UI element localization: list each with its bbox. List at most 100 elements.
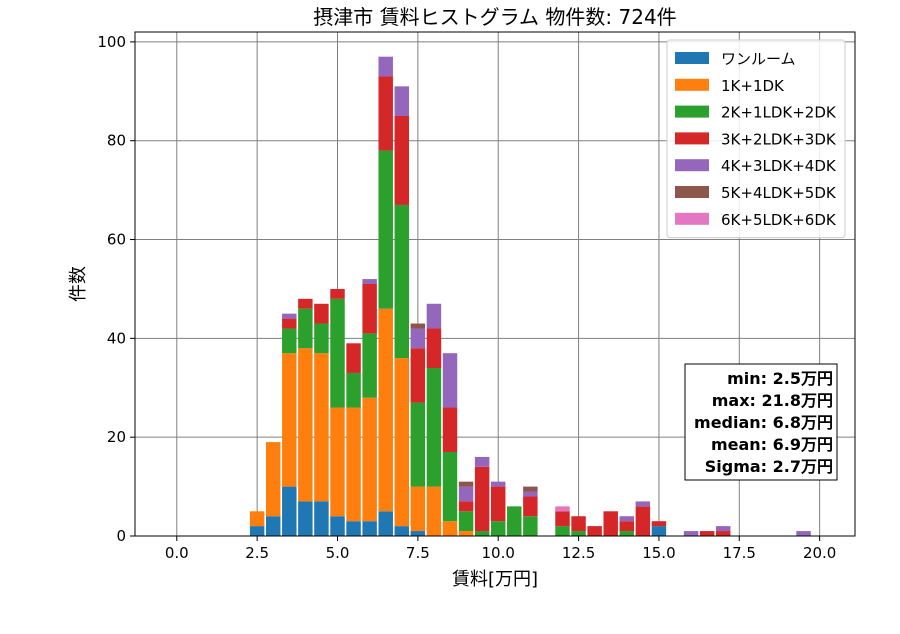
chart-title: 摂津市 賃料ヒストグラム 物件数: 724件: [313, 5, 676, 29]
bar-segment: [442, 452, 458, 522]
legend-label: ワンルーム: [721, 50, 796, 68]
bar-segment: [426, 328, 442, 368]
legend-label: 6K+5LDK+6DK: [721, 211, 837, 229]
bar-segment: [410, 323, 426, 329]
bar-segment: [378, 56, 393, 77]
legend-label: 2K+1LDK+2DK: [721, 104, 837, 122]
bar-segment: [426, 368, 442, 487]
bar-segment: [282, 353, 297, 487]
x-tick-label: 2.5: [245, 544, 269, 562]
bar-segment: [523, 486, 538, 492]
bar-segment: [249, 526, 265, 536]
stats-line: min: 2.5万円: [727, 369, 833, 388]
bar-segment: [715, 526, 731, 532]
bar-segment: [603, 511, 618, 536]
bar-segment: [346, 407, 361, 522]
bar-segment: [314, 303, 329, 324]
legend-swatch: [675, 105, 709, 118]
bar-segment: [555, 526, 570, 536]
stats-box: min: 2.5万円 max: 21.8万円 median: 6.8万円 mean: …: [684, 363, 838, 481]
bar-segment: [619, 521, 635, 532]
x-axis-label: 賃料[万円]: [452, 569, 538, 590]
bar-segment: [410, 531, 426, 536]
bar-segment: [442, 407, 458, 452]
x-tick-label: 12.5: [562, 544, 595, 562]
y-axis-label: 件数: [68, 266, 89, 302]
x-tick-label: 0.0: [165, 544, 189, 562]
bar-segment: [426, 303, 442, 329]
bar-segment: [362, 521, 377, 536]
bar-segment: [282, 313, 297, 319]
bar-segment: [265, 442, 281, 517]
bar-segment: [410, 348, 426, 403]
stats-line: mean: 6.9万円: [711, 435, 833, 454]
bar-segment: [265, 516, 281, 536]
legend-swatch: [675, 132, 709, 145]
stats-box-frame: [684, 363, 838, 481]
bar-segment: [523, 491, 538, 497]
bar-segment: [458, 481, 474, 487]
bar-segment: [651, 521, 667, 527]
bar-segment: [314, 501, 329, 536]
bar-segment: [346, 521, 361, 536]
bar-segment: [378, 76, 393, 151]
legend-swatch: [675, 186, 709, 198]
legend-swatch: [675, 212, 709, 225]
bar-segment: [651, 526, 667, 536]
bar-segment: [410, 486, 426, 532]
bar-segment: [330, 298, 345, 408]
y-tick-label: 60: [107, 231, 126, 249]
bar-segment: [362, 284, 377, 334]
bar-segment: [571, 531, 586, 536]
x-tick-label: 10.0: [482, 544, 515, 562]
bar-segment: [298, 308, 313, 349]
bar-segment: [298, 298, 313, 309]
legend-label: 5K+4LDK+5DK: [721, 184, 837, 202]
bar-segment: [314, 323, 329, 354]
bar-segment: [635, 506, 651, 536]
bar-segment: [362, 397, 377, 522]
bar-segment: [298, 501, 313, 536]
bar-segment: [362, 279, 377, 284]
bar-segment: [394, 204, 410, 359]
bar-segment: [490, 521, 506, 536]
bar-segment: [474, 456, 490, 467]
legend-swatch: [675, 52, 709, 64]
bar-segment: [458, 501, 474, 512]
bar-segment: [458, 511, 474, 532]
legend-swatch: [675, 159, 709, 172]
bar-segment: [474, 466, 490, 532]
bar-segment: [394, 526, 410, 536]
stats-line: median: 6.8万円: [694, 413, 833, 432]
bar-segment: [619, 531, 635, 536]
bar-segment: [458, 531, 474, 536]
bar-segment: [410, 328, 426, 349]
y-tick-label: 20: [107, 428, 126, 446]
bar-segment: [715, 531, 731, 536]
bar-segment: [442, 353, 458, 408]
plot-area-frame: [134, 31, 856, 537]
legend-label: 3K+2LDK+3DK: [721, 130, 837, 148]
bar-segment: [555, 511, 570, 527]
x-tick-label: 7.5: [406, 544, 430, 562]
bar-segment: [490, 481, 506, 487]
stats-line: max: 21.8万円: [712, 391, 833, 410]
bar-segment: [346, 343, 361, 373]
bar-segment: [330, 288, 345, 299]
bar-segment: [394, 358, 410, 527]
bar-segment: [330, 407, 345, 517]
bar-segment: [619, 516, 635, 522]
bar-segment: [394, 86, 410, 116]
bar-segment: [474, 531, 490, 536]
bar-segment: [523, 516, 538, 536]
bar-segment: [282, 328, 297, 354]
y-tick-label: 0: [116, 527, 126, 545]
bar-segment: [378, 150, 393, 309]
bar-segment: [314, 353, 329, 502]
bar-segment: [249, 511, 265, 527]
bar-segment: [523, 496, 538, 517]
bar-segment: [683, 531, 699, 536]
bar-segment: [635, 501, 651, 507]
